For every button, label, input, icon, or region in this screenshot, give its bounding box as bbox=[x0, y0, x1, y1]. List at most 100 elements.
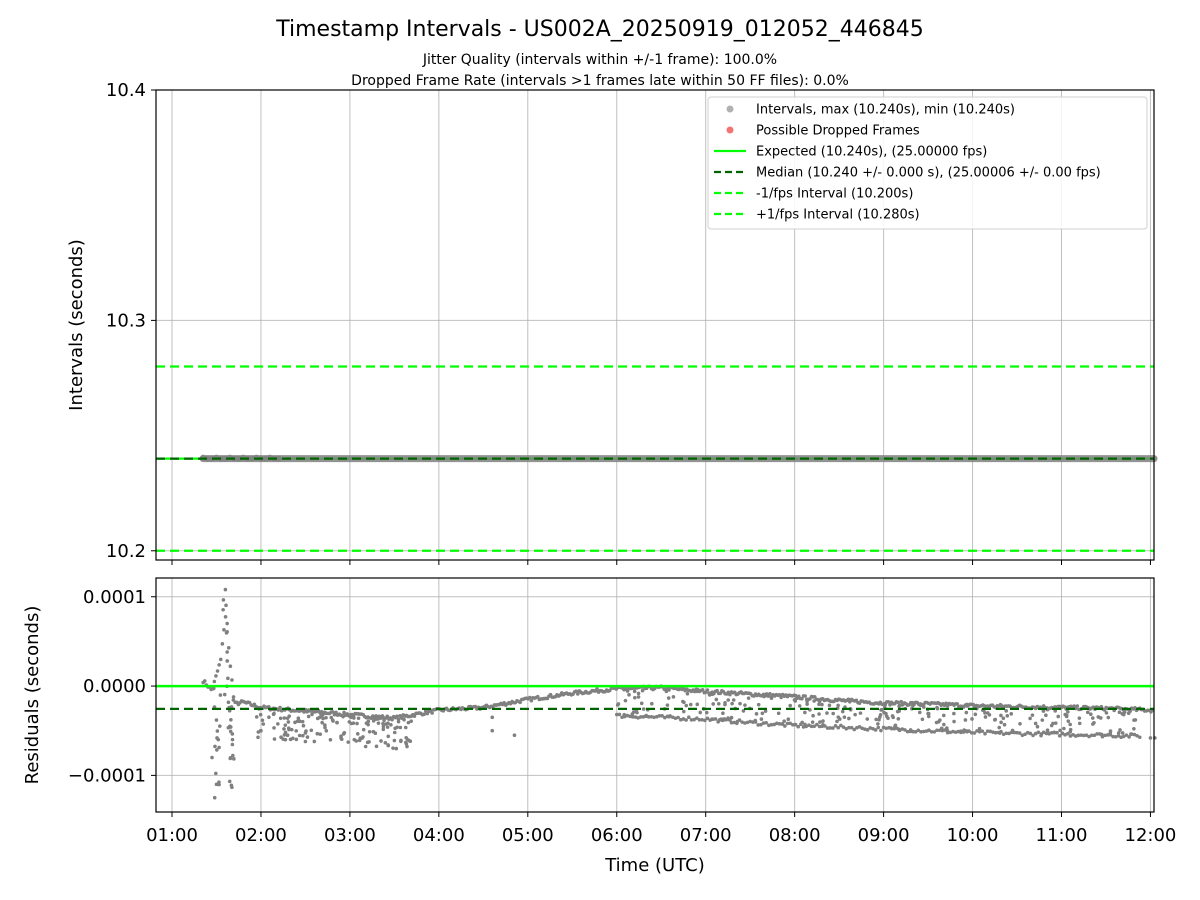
x-tick-label: 10:00 bbox=[947, 825, 999, 846]
residual-point bbox=[1057, 734, 1062, 738]
residual-point bbox=[228, 664, 233, 669]
residual-point bbox=[955, 702, 960, 706]
x-tick-label: 09:00 bbox=[858, 825, 910, 846]
residual-point bbox=[1121, 734, 1126, 739]
residual-point bbox=[800, 696, 804, 701]
residual-point bbox=[865, 717, 870, 721]
residual-point bbox=[891, 715, 895, 720]
residual-point bbox=[294, 737, 299, 742]
residual-point bbox=[259, 728, 263, 733]
residual-point bbox=[650, 701, 654, 706]
residual-point bbox=[717, 718, 722, 722]
residual-point bbox=[226, 700, 231, 705]
residual-point bbox=[917, 710, 922, 715]
legend-label: -1/fps Interval (10.200s) bbox=[756, 187, 913, 202]
residual-point bbox=[880, 707, 884, 712]
residual-point bbox=[349, 721, 354, 726]
residual-point bbox=[422, 712, 426, 717]
residual-point bbox=[385, 725, 390, 729]
residual-point bbox=[888, 726, 893, 730]
residual-point bbox=[665, 703, 670, 707]
residual-point bbox=[214, 748, 219, 752]
residual-point bbox=[399, 738, 403, 743]
residual-point bbox=[809, 724, 814, 729]
residual-point bbox=[608, 688, 612, 693]
residual-point bbox=[1077, 721, 1082, 726]
residual-point bbox=[1116, 734, 1121, 738]
residual-point bbox=[644, 713, 648, 718]
residual-point bbox=[865, 728, 870, 732]
residual-point bbox=[817, 702, 821, 707]
residual-point bbox=[627, 693, 631, 697]
x-tick-label: 11:00 bbox=[1036, 825, 1088, 846]
residual-point bbox=[926, 711, 931, 716]
residual-point bbox=[812, 724, 817, 729]
residual-point bbox=[214, 718, 219, 722]
residual-point bbox=[346, 740, 351, 744]
residual-point bbox=[660, 713, 664, 718]
residual-point bbox=[279, 735, 283, 740]
jitter-quality-subtitle: Jitter Quality (intervals within +/-1 fr… bbox=[422, 52, 777, 68]
residual-point bbox=[202, 679, 207, 683]
residual-point bbox=[1040, 718, 1045, 722]
residual-point bbox=[767, 723, 771, 728]
residual-point bbox=[838, 717, 842, 721]
residual-point bbox=[1041, 709, 1046, 713]
residual-point bbox=[797, 704, 802, 708]
residual-point bbox=[842, 715, 847, 719]
residual-point bbox=[305, 735, 310, 739]
residual-point bbox=[1126, 711, 1131, 716]
intervals-frame bbox=[155, 89, 1155, 561]
residual-point bbox=[700, 688, 705, 692]
residual-point bbox=[403, 725, 408, 730]
residual-point bbox=[963, 718, 968, 722]
residual-point bbox=[1135, 733, 1139, 738]
residual-point bbox=[1001, 716, 1006, 721]
residual-point bbox=[818, 720, 822, 724]
residual-point bbox=[993, 730, 998, 735]
residual-point bbox=[1095, 732, 1099, 736]
residual-point bbox=[365, 740, 370, 745]
residual-point bbox=[381, 721, 385, 726]
residual-point bbox=[1045, 730, 1050, 734]
residual-point bbox=[800, 720, 804, 725]
residual-point bbox=[759, 717, 764, 721]
residual-point bbox=[261, 722, 266, 726]
residuals-frame bbox=[155, 577, 1155, 813]
residual-point bbox=[849, 725, 854, 730]
residual-point bbox=[893, 723, 898, 728]
residual-point bbox=[224, 631, 229, 635]
residual-point bbox=[839, 723, 843, 728]
legend-marker bbox=[726, 105, 734, 113]
residual-point bbox=[768, 692, 772, 696]
residual-point bbox=[361, 735, 365, 739]
residual-point bbox=[761, 721, 766, 725]
residual-point bbox=[958, 729, 963, 733]
residual-point bbox=[970, 717, 974, 721]
residual-point bbox=[1033, 731, 1038, 736]
residual-point bbox=[1089, 733, 1094, 738]
residual-point bbox=[267, 715, 271, 720]
residual-point bbox=[729, 720, 734, 725]
residual-point bbox=[835, 719, 839, 724]
residual-point bbox=[695, 716, 699, 720]
residual-point bbox=[574, 689, 578, 693]
residual-point bbox=[884, 726, 889, 731]
residual-point bbox=[1106, 715, 1111, 720]
residual-point bbox=[490, 715, 495, 720]
residual-point bbox=[944, 701, 948, 706]
residual-point bbox=[793, 722, 798, 727]
residual-point bbox=[220, 642, 225, 646]
residual-point bbox=[385, 714, 390, 719]
residual-point bbox=[803, 694, 807, 698]
residual-point bbox=[805, 699, 809, 704]
residual-point bbox=[312, 739, 317, 744]
residual-point bbox=[231, 753, 235, 758]
residual-point bbox=[735, 719, 740, 724]
residual-point bbox=[710, 717, 714, 721]
residuals-y-label: Residuals (seconds) bbox=[22, 606, 43, 785]
residual-point bbox=[728, 692, 732, 697]
residual-point bbox=[301, 723, 306, 728]
residual-point bbox=[876, 722, 880, 726]
residual-point bbox=[775, 721, 779, 726]
